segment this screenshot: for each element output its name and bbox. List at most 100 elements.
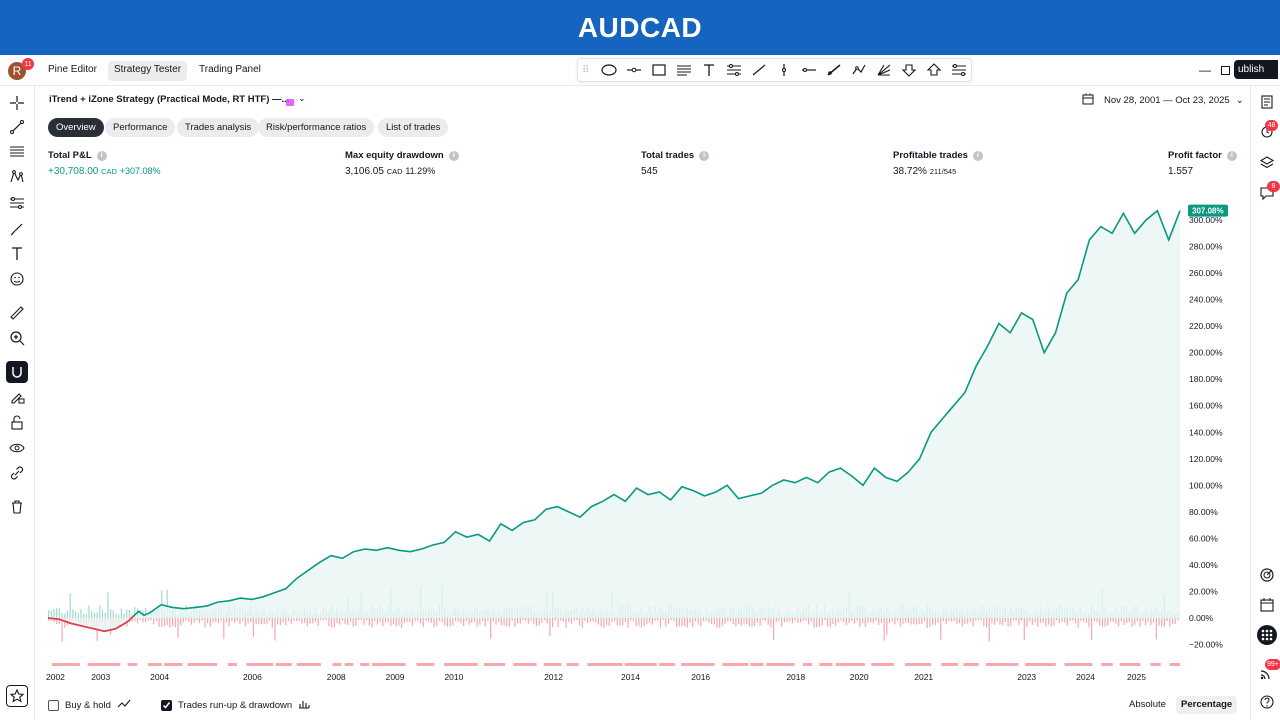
date-price-range-icon[interactable]: [946, 59, 971, 81]
unlock-icon[interactable]: [6, 412, 28, 434]
info-icon[interactable]: i: [448, 150, 459, 161]
tab-pine-editor[interactable]: Pine Editor: [48, 64, 97, 75]
parallel-channel-icon[interactable]: [671, 59, 696, 81]
drawdown-bar: [1123, 618, 1125, 625]
drawdown-bar: [460, 618, 462, 624]
favorites-star-icon[interactable]: [6, 685, 28, 707]
absolute-toggle[interactable]: Absolute: [1129, 699, 1166, 710]
trend-line-icon[interactable]: [746, 59, 771, 81]
path-icon[interactable]: [846, 59, 871, 81]
ellipse-icon[interactable]: [596, 59, 621, 81]
drawdown-bar: [913, 618, 915, 625]
y-tick-label: 220.00%: [1189, 321, 1223, 331]
vertical-line-icon[interactable]: [771, 59, 796, 81]
tab-risk-ratios[interactable]: Risk/performance ratios: [258, 118, 375, 137]
watchlist-icon[interactable]: [1256, 91, 1278, 113]
drawdown-bar: [587, 618, 589, 624]
text-icon[interactable]: [696, 59, 721, 81]
maximize-icon[interactable]: [1221, 65, 1230, 75]
tab-strategy-tester[interactable]: Strategy Tester: [108, 61, 188, 81]
pattern-tool-icon[interactable]: [6, 166, 28, 188]
publish-button[interactable]: ublish: [1234, 60, 1278, 79]
eye-icon[interactable]: [6, 437, 28, 459]
drawdown-bar: [198, 618, 201, 624]
drag-handle-icon[interactable]: ⠿: [582, 64, 590, 76]
trash-icon[interactable]: [6, 496, 28, 518]
percentage-toggle[interactable]: Percentage: [1176, 696, 1238, 714]
calendar-icon[interactable]: [1256, 594, 1278, 616]
layers-icon[interactable]: [1256, 152, 1278, 174]
equity-chart[interactable]: 300.00% 280.00% 260.00% 240.00% 220.00% 200.0…: [40, 190, 1230, 685]
drawdown-bar: [419, 618, 422, 624]
tab-trading-panel[interactable]: Trading Panel: [199, 64, 261, 75]
emoji-tool-icon[interactable]: [6, 268, 28, 290]
minimize-icon[interactable]: —: [1199, 63, 1211, 77]
pitchfork-icon[interactable]: [871, 59, 896, 81]
fib-tool-icon[interactable]: [6, 141, 28, 163]
avatar-notification-badge: 11: [22, 58, 34, 70]
drawdown-bar: [231, 618, 233, 622]
lock-drawing-icon[interactable]: [6, 386, 28, 408]
drawdown-bar: [287, 618, 290, 621]
fib-retracement-icon[interactable]: [721, 59, 746, 81]
drawdown-bar: [1050, 618, 1052, 627]
forecast-tool-icon[interactable]: [6, 192, 28, 214]
runup-bar: [120, 608, 122, 618]
drawdown-bar: [314, 618, 317, 622]
strategy-title[interactable]: iTrend + iZone Strategy (Practical Mode,…: [49, 94, 290, 105]
drawdown-bar: [1061, 618, 1063, 623]
help-icon[interactable]: [1256, 691, 1278, 713]
info-icon[interactable]: i: [699, 150, 710, 161]
tab-trades-analysis[interactable]: Trades analysis: [177, 118, 260, 137]
trend-line-tool-icon[interactable]: [6, 116, 28, 138]
drawdown-bar: [465, 618, 467, 621]
drawdown-bar: [169, 618, 171, 628]
feed-icon[interactable]: [1256, 662, 1278, 684]
drawdown-bar: [853, 618, 856, 624]
ray-icon[interactable]: [821, 59, 846, 81]
drawdown-bar: [317, 618, 319, 627]
drawdown-bar: [452, 618, 454, 626]
text-tool-icon[interactable]: [6, 243, 28, 265]
drawdown-bar: [824, 618, 826, 621]
zoom-in-icon[interactable]: [6, 327, 28, 349]
drawdown-bar: [697, 618, 699, 625]
info-icon[interactable]: i: [1226, 150, 1237, 161]
tab-performance[interactable]: Performance: [105, 118, 176, 137]
horizontal-ray-icon[interactable]: [621, 59, 646, 81]
rectangle-icon[interactable]: [646, 59, 671, 81]
drawdown-bar: [495, 618, 497, 625]
drawdown-bar: [826, 618, 829, 627]
drawdown-bar: [325, 618, 327, 621]
drawdown-bar: [1080, 618, 1082, 621]
drawdown-bar: [1020, 618, 1023, 621]
user-avatar[interactable]: R: [8, 62, 26, 80]
crosshair-icon[interactable]: [6, 92, 28, 114]
arrow-up-icon[interactable]: [921, 59, 946, 81]
date-range-selector[interactable]: Nov 28, 2001 — Oct 23, 2025 ⌄: [1082, 93, 1244, 107]
drawdown-bar: [821, 618, 823, 626]
tab-list-of-trades[interactable]: List of trades: [378, 118, 449, 137]
ruler-icon[interactable]: [6, 302, 28, 324]
tab-overview[interactable]: Overview: [48, 118, 104, 137]
metric-value: 1.557: [1168, 166, 1194, 177]
drawdown-bar: [430, 618, 432, 623]
target-icon[interactable]: [1256, 564, 1278, 586]
drawdown-bar: [711, 618, 713, 625]
drawdown-bar: [48, 618, 50, 621]
drawdown-bar: [64, 618, 66, 628]
buy-hold-checkbox[interactable]: [48, 699, 59, 711]
link-icon[interactable]: [6, 462, 28, 484]
horizontal-line-icon[interactable]: [796, 59, 821, 81]
info-icon[interactable]: i: [972, 150, 983, 161]
arrow-down-icon[interactable]: [896, 59, 921, 81]
drawdown-bar: [193, 618, 195, 623]
magnet-icon[interactable]: [6, 361, 28, 383]
strategy-flask-icon[interactable]: [285, 94, 295, 112]
runup-drawdown-checkbox[interactable]: [160, 699, 172, 711]
apps-grid-icon[interactable]: [1256, 624, 1278, 646]
brush-tool-icon[interactable]: [6, 218, 28, 240]
drawdown-bar: [196, 618, 198, 621]
chevron-down-icon[interactable]: ⌄: [298, 93, 306, 103]
info-icon[interactable]: i: [96, 150, 107, 161]
